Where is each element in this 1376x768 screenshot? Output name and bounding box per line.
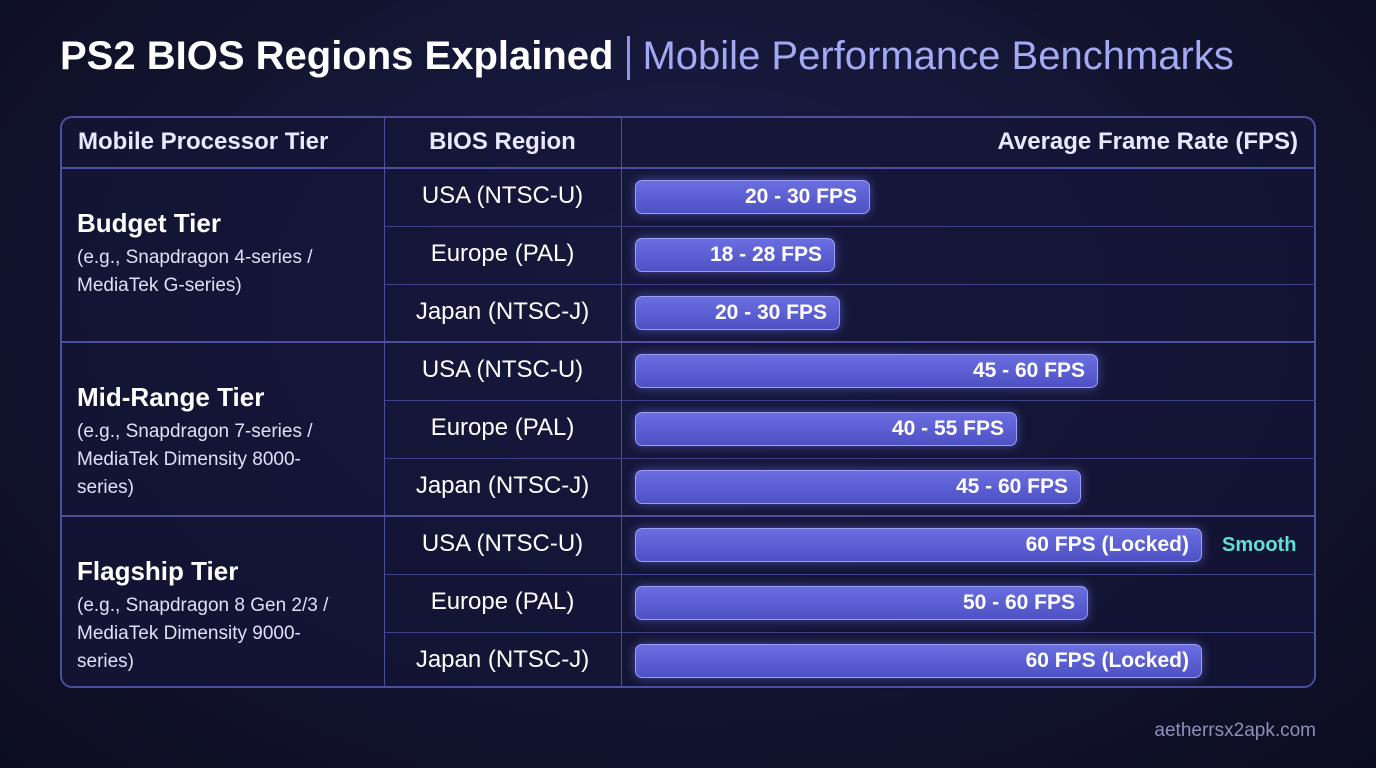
tier-divider — [60, 341, 1316, 343]
title-block: PS2 BIOS Regions Explained Mobile Perform… — [60, 34, 1234, 81]
annotation: Smooth — [1222, 534, 1297, 556]
fps-bar: 18 - 28 FPS — [635, 238, 835, 272]
region: USA (NTSC-U) — [421, 182, 584, 209]
tier-description: (e.g., Snapdragon 8 Gen 2/3 / MediaTek D… — [77, 595, 329, 672]
fps-bar: 20 - 30 FPS — [635, 180, 870, 214]
tier-description: (e.g., Snapdragon 7-series / MediaTek Di… — [77, 421, 313, 498]
title: PS2 BIOS Regions Explained — [60, 34, 614, 78]
tier-name: Budget Tier — [77, 208, 221, 238]
region: Europe (PAL) — [430, 588, 575, 615]
region: USA (NTSC-U) — [421, 356, 584, 383]
column-divider — [621, 116, 622, 688]
subtitle: Mobile Performance Benchmarks — [642, 34, 1234, 78]
row-divider — [384, 574, 1316, 575]
header-divider — [60, 167, 1316, 169]
row-divider — [384, 400, 1316, 401]
tier-name: Flagship Tier — [77, 556, 239, 586]
fps-bar: 60 FPS (Locked) — [635, 528, 1202, 562]
fps-bar: 45 - 60 FPS — [635, 354, 1098, 388]
row-divider — [384, 226, 1316, 227]
column-header: BIOS Region — [429, 128, 576, 155]
fps-bar: 40 - 55 FPS — [635, 412, 1017, 446]
region: Europe (PAL) — [430, 240, 575, 267]
row-divider — [384, 458, 1316, 459]
column-header: Mobile Processor Tier — [78, 128, 329, 155]
fps-bar: 60 FPS (Locked) — [635, 644, 1202, 678]
tier-divider — [60, 515, 1316, 517]
fps-bar: 20 - 30 FPS — [635, 296, 840, 330]
fps-bar: 45 - 60 FPS — [635, 470, 1081, 504]
fps-bar: 50 - 60 FPS — [635, 586, 1088, 620]
tier-description: (e.g., Snapdragon 4-series / MediaTek G-… — [77, 247, 313, 296]
row-divider — [384, 632, 1316, 633]
region: Japan (NTSC-J) — [415, 646, 590, 673]
footer-url: aetherrsx2apk.com — [1154, 720, 1316, 741]
region: Europe (PAL) — [430, 414, 575, 441]
region: USA (NTSC-U) — [421, 530, 584, 557]
column-header: Average Frame Rate (FPS) — [997, 128, 1298, 155]
region: Japan (NTSC-J) — [415, 472, 590, 499]
region: Japan (NTSC-J) — [415, 298, 590, 325]
tier-name: Mid-Range Tier — [77, 382, 265, 412]
column-divider — [384, 116, 385, 688]
row-divider — [384, 284, 1316, 285]
